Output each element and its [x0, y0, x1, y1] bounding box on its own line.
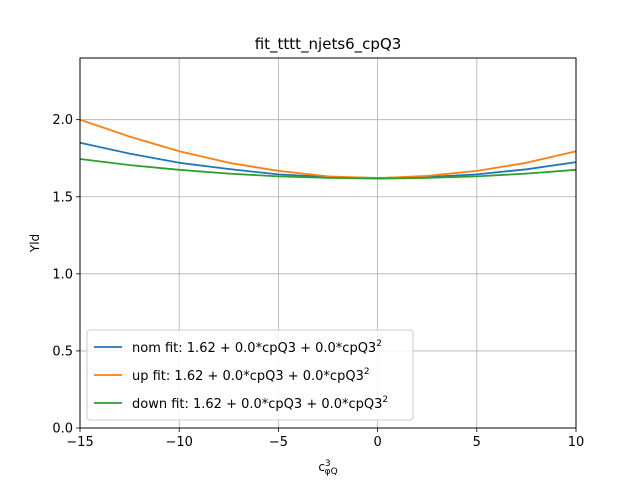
chart-title: fit_tttt_njets6_cpQ3	[255, 35, 402, 54]
x-tick-label: −10	[165, 435, 192, 450]
series-line	[79, 118, 577, 180]
ticks: −15 −10 −5 0 5 10 0.0 0.5 1.0 1.5 2.0	[52, 113, 584, 450]
series-line	[79, 158, 577, 180]
y-tick-label: 1.5	[52, 190, 73, 205]
y-axis-label: Yld	[28, 234, 42, 253]
y-tick-label: 0.0	[52, 422, 73, 437]
y-tick-label: 1.0	[52, 267, 73, 282]
x-tick-label: −5	[269, 435, 288, 450]
y-tick-label: 2.0	[52, 113, 73, 128]
legend-label: nom fit: 1.62 + 0.0*cpQ3 + 0.0*cpQ32	[132, 339, 382, 356]
legend-label: up fit: 1.62 + 0.0*cpQ3 + 0.0*cpQ32	[132, 367, 370, 384]
plot-frame	[79, 57, 577, 429]
legend-label: down fit: 1.62 + 0.0*cpQ3 + 0.0*cpQ32	[132, 395, 388, 412]
series-line	[79, 141, 577, 179]
y-tick-label: 0.5	[52, 344, 73, 359]
legend: nom fit: 1.62 + 0.0*cpQ3 + 0.0*cpQ32 up f…	[86, 329, 414, 421]
x-tick-label: −15	[66, 435, 93, 450]
x-tick-label: 5	[473, 435, 481, 450]
x-axis-label: c3 φQ	[318, 459, 337, 477]
series-lines	[79, 118, 577, 180]
x-tick-label: 0	[373, 435, 381, 450]
x-tick-label: 10	[568, 435, 585, 450]
legend-box	[86, 329, 414, 421]
